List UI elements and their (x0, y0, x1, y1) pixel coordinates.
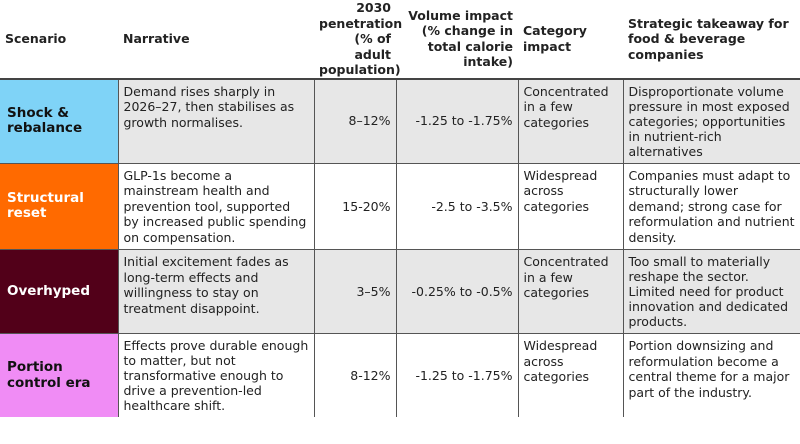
category-impact-cell: Concentrated in a few categories (517, 78, 623, 163)
header-penetration: 2030 penetration (% of adult population) (314, 0, 402, 80)
table-row: Overhyped Initial excitement fades as lo… (0, 249, 800, 334)
narrative-cell: Demand rises sharply in 2026–27, then st… (117, 78, 314, 163)
penetration-cell: 8–12% (313, 78, 396, 163)
scenario-cell: Structural reset (0, 162, 118, 250)
header-scenario: Scenario (0, 0, 118, 80)
penetration-cell: 15-20% (313, 162, 396, 250)
scenario-cell: Shock & rebalance (0, 78, 118, 163)
header-row: Scenario Narrative 2030 penetration (% o… (0, 0, 800, 80)
category-impact-cell: Widespread across categories (517, 333, 623, 417)
table-row: Shock & rebalance Demand rises sharply i… (0, 78, 800, 163)
header-strategic-takeaway: Strategic takeaway for food & beverage c… (623, 0, 800, 80)
category-impact-cell: Concentrated in a few categories (517, 249, 623, 334)
volume-impact-cell: -2.5 to -3.5% (395, 162, 518, 250)
scenario-cell: Portion control era (0, 333, 118, 417)
narrative-cell: Effects prove durable enough to matter, … (117, 333, 314, 417)
volume-impact-cell: -1.25 to -1.75% (395, 78, 518, 163)
narrative-cell: Initial excitement fades as long-term ef… (117, 249, 314, 334)
takeaway-cell: Companies must adapt to structurally low… (622, 162, 800, 250)
header-volume-impact: Volume impact (% change in total calorie… (396, 0, 518, 80)
header-category-impact: Category impact (518, 0, 623, 80)
table-row: Structural reset GLP-1s become a mainstr… (0, 162, 800, 250)
volume-impact-cell: -1.25 to -1.75% (395, 333, 518, 417)
takeaway-cell: Portion downsizing and reformulation bec… (622, 333, 800, 417)
penetration-cell: 3–5% (313, 249, 396, 334)
scenario-table: Scenario Narrative 2030 penetration (% o… (0, 0, 800, 417)
volume-impact-cell: -0.25% to -0.5% (395, 249, 518, 334)
takeaway-cell: Too small to materially reshape the sect… (622, 249, 800, 334)
narrative-cell: GLP-1s become a mainstream health and pr… (117, 162, 314, 250)
header-narrative: Narrative (118, 0, 314, 80)
table-row: Portion control era Effects prove durabl… (0, 333, 800, 417)
scenario-cell: Overhyped (0, 249, 118, 334)
category-impact-cell: Widespread across categories (517, 162, 623, 250)
penetration-cell: 8-12% (313, 333, 396, 417)
takeaway-cell: Disproportionate volume pressure in most… (622, 78, 800, 163)
